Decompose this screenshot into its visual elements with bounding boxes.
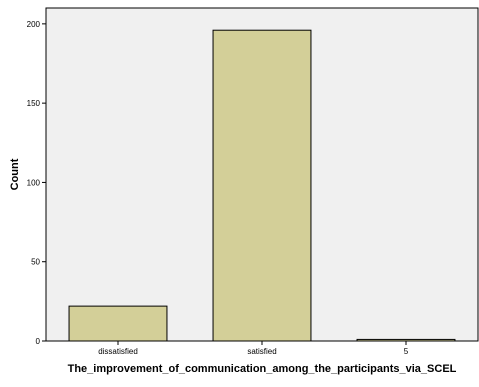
bars-group <box>68 29 456 342</box>
y-tick-label: 50 <box>31 258 40 267</box>
x-axis-title: The_improvement_of_communication_among_t… <box>68 363 457 375</box>
x-tick-label: dissatisfied <box>98 347 138 356</box>
x-tick-label: satisfied <box>247 347 276 356</box>
y-axis-title: Count <box>9 158 21 190</box>
x-axis: dissatisfied satisfied 5 <box>98 341 409 356</box>
y-tick-label: 200 <box>27 20 41 29</box>
y-tick-label: 100 <box>27 178 41 187</box>
y-tick-label: 0 <box>36 337 41 346</box>
y-tick-label: 150 <box>27 99 41 108</box>
bar-5 <box>356 338 456 342</box>
bar-dissatisfied <box>68 305 168 342</box>
y-axis: 0 50 100 150 200 <box>27 20 46 346</box>
bar-satisfied <box>212 29 312 342</box>
x-tick-label: 5 <box>404 347 409 356</box>
